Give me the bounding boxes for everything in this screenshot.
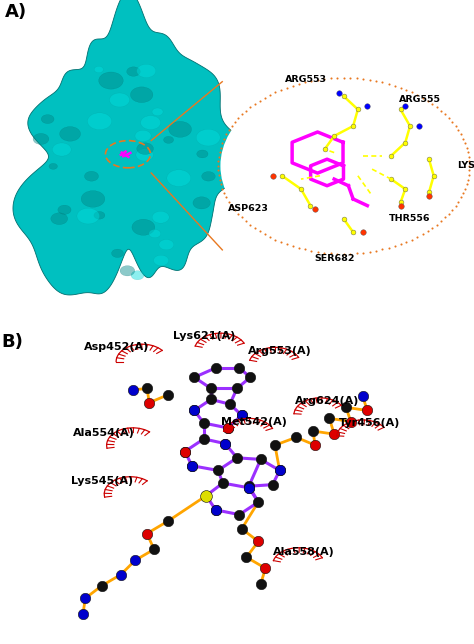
- Circle shape: [41, 115, 54, 124]
- Text: Met542(A): Met542(A): [221, 417, 286, 426]
- Circle shape: [49, 164, 57, 169]
- Circle shape: [152, 108, 163, 116]
- Circle shape: [109, 93, 129, 107]
- Text: Tyr456(A): Tyr456(A): [339, 418, 401, 428]
- Circle shape: [136, 149, 154, 161]
- Text: LYS545: LYS545: [457, 162, 474, 170]
- Text: THR556: THR556: [389, 214, 431, 223]
- Circle shape: [120, 265, 135, 276]
- Circle shape: [52, 143, 71, 156]
- Circle shape: [33, 133, 49, 144]
- Circle shape: [88, 113, 112, 129]
- Circle shape: [167, 170, 191, 187]
- Circle shape: [220, 80, 467, 252]
- Circle shape: [149, 229, 161, 238]
- Circle shape: [84, 171, 99, 181]
- Text: ARG555: ARG555: [399, 95, 440, 104]
- Circle shape: [137, 143, 154, 155]
- Text: ASP623: ASP623: [228, 204, 269, 213]
- Text: Arg624(A): Arg624(A): [295, 396, 359, 406]
- Circle shape: [130, 87, 153, 102]
- Circle shape: [159, 240, 174, 250]
- Circle shape: [197, 150, 208, 158]
- Text: B): B): [1, 333, 23, 351]
- Circle shape: [196, 129, 220, 146]
- Text: Lys621(A): Lys621(A): [173, 331, 235, 341]
- Circle shape: [111, 249, 124, 258]
- Circle shape: [94, 211, 105, 219]
- Circle shape: [201, 171, 215, 181]
- Circle shape: [60, 127, 81, 141]
- Circle shape: [169, 121, 191, 137]
- Text: Lys545(A): Lys545(A): [71, 477, 133, 486]
- Circle shape: [193, 197, 210, 209]
- Circle shape: [132, 219, 155, 235]
- Text: A): A): [5, 3, 27, 21]
- Circle shape: [51, 213, 68, 225]
- Polygon shape: [13, 0, 258, 295]
- Circle shape: [94, 66, 103, 73]
- Text: Asp452(A): Asp452(A): [83, 343, 149, 352]
- Circle shape: [131, 270, 144, 279]
- Circle shape: [152, 211, 169, 223]
- Text: SER682: SER682: [314, 254, 355, 263]
- Circle shape: [81, 191, 105, 207]
- Text: Ala554(A): Ala554(A): [73, 428, 135, 437]
- Circle shape: [135, 130, 151, 142]
- Text: Arg553(A): Arg553(A): [248, 346, 311, 355]
- Circle shape: [127, 67, 140, 76]
- Circle shape: [141, 116, 161, 129]
- Text: ARG553: ARG553: [285, 75, 327, 84]
- Circle shape: [154, 255, 169, 266]
- Text: Ala558(A): Ala558(A): [273, 547, 334, 558]
- Circle shape: [77, 208, 100, 224]
- Circle shape: [99, 72, 123, 89]
- Circle shape: [164, 137, 173, 144]
- Circle shape: [58, 205, 71, 214]
- Circle shape: [137, 64, 156, 78]
